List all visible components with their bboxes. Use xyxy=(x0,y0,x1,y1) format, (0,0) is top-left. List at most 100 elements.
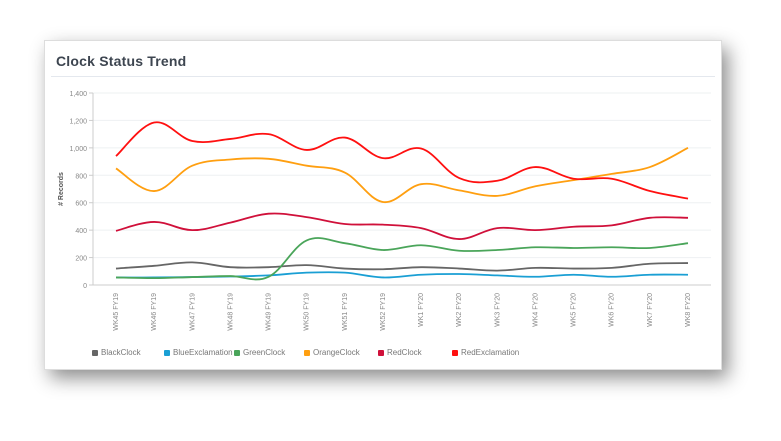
data-point-greenclock xyxy=(190,275,194,279)
data-point-redexclamation xyxy=(495,179,499,183)
data-point-redexclamation xyxy=(381,156,385,160)
data-point-blueexclamation xyxy=(610,275,614,279)
series-line-greenclock xyxy=(115,237,689,281)
data-point-redexclamation xyxy=(610,177,614,181)
data-point-redexclamation xyxy=(457,176,461,180)
data-point-blackclock xyxy=(228,265,232,269)
data-point-redclock xyxy=(381,223,385,227)
data-point-blueexclamation xyxy=(572,273,576,277)
legend-item-blueexclamation[interactable]: BlueExclamation xyxy=(164,348,233,357)
data-point-redclock xyxy=(610,223,614,227)
data-point-blueexclamation xyxy=(343,271,347,275)
legend-label: BlueExclamation xyxy=(173,348,233,357)
x-tick-label: WK50 FY19 xyxy=(304,293,311,331)
x-tick-label: WK52 FY19 xyxy=(380,293,387,331)
x-tick-label: WK1 FY20 xyxy=(418,293,425,327)
data-point-orangeclock xyxy=(305,164,309,168)
data-point-blackclock xyxy=(419,265,423,269)
data-point-redclock xyxy=(457,237,461,241)
data-point-redclock xyxy=(533,228,537,232)
data-point-greenclock xyxy=(648,246,652,250)
series-line-blackclock xyxy=(115,261,689,272)
data-point-redclock xyxy=(190,228,194,232)
x-tick-label: WK51 FY19 xyxy=(342,293,349,331)
data-point-greenclock xyxy=(495,248,499,252)
data-point-greenclock xyxy=(267,275,271,279)
data-point-orangeclock xyxy=(495,194,499,198)
data-point-redexclamation xyxy=(114,154,118,158)
data-point-redexclamation xyxy=(686,197,690,201)
data-point-blackclock xyxy=(610,266,614,270)
legend-swatch xyxy=(378,349,384,356)
data-point-redclock xyxy=(267,212,271,216)
data-point-blackclock xyxy=(457,267,461,271)
data-point-blackclock xyxy=(648,262,652,266)
data-point-greenclock xyxy=(381,248,385,252)
data-point-blueexclamation xyxy=(648,273,652,277)
x-tick-label: WK47 FY19 xyxy=(189,293,196,331)
x-tick-label: WK3 FY20 xyxy=(494,293,501,327)
y-axis-label: # Records xyxy=(58,172,65,206)
data-point-redexclamation xyxy=(267,132,271,136)
data-point-orangeclock xyxy=(686,146,690,150)
data-point-greenclock xyxy=(228,274,232,278)
data-point-blackclock xyxy=(686,261,690,265)
legend-label: RedClock xyxy=(387,348,422,357)
data-point-orangeclock xyxy=(610,172,614,176)
data-point-orangeclock xyxy=(381,200,385,204)
y-tick-label: 200 xyxy=(75,256,87,263)
data-point-orangeclock xyxy=(419,182,423,186)
data-point-orangeclock xyxy=(648,165,652,169)
data-point-blackclock xyxy=(343,267,347,271)
data-point-redexclamation xyxy=(305,148,309,152)
legend-swatch xyxy=(164,349,170,356)
data-point-redclock xyxy=(343,222,347,226)
x-tick-label: WK2 FY20 xyxy=(456,293,463,327)
data-point-orangeclock xyxy=(190,164,194,168)
legend-item-greenclock[interactable]: GreenClock xyxy=(234,348,285,357)
data-point-greenclock xyxy=(305,238,309,242)
legend-item-blackclock[interactable]: BlackClock xyxy=(92,348,141,357)
legend-item-redclock[interactable]: RedClock xyxy=(378,348,422,357)
data-point-redexclamation xyxy=(228,137,232,141)
data-point-blackclock xyxy=(190,260,194,264)
x-tick-label: WK49 FY19 xyxy=(266,293,273,331)
y-tick-label: 1,400 xyxy=(69,91,87,98)
y-tick-label: 1,200 xyxy=(69,118,87,125)
legend-label: GreenClock xyxy=(243,348,286,357)
data-point-redexclamation xyxy=(572,177,576,181)
data-point-greenclock xyxy=(152,276,156,280)
data-point-greenclock xyxy=(533,245,537,249)
legend-item-redexclamation[interactable]: RedExclamation xyxy=(452,348,519,357)
series-line-orangeclock xyxy=(115,147,689,203)
x-tick-label: WK6 FY20 xyxy=(609,293,616,327)
data-point-orangeclock xyxy=(457,188,461,192)
legend-swatch xyxy=(92,349,98,356)
data-point-redexclamation xyxy=(419,147,423,151)
data-point-blueexclamation xyxy=(495,273,499,277)
data-point-redclock xyxy=(228,221,232,225)
series-line-redclock xyxy=(115,212,689,240)
data-point-blueexclamation xyxy=(381,275,385,279)
data-point-blackclock xyxy=(305,263,309,267)
x-tick-label: WK7 FY20 xyxy=(647,293,654,327)
data-point-redclock xyxy=(419,226,423,230)
data-point-greenclock xyxy=(610,245,614,249)
y-tick-label: 1,000 xyxy=(69,146,87,153)
data-point-blueexclamation xyxy=(686,273,690,277)
data-point-redexclamation xyxy=(152,120,156,124)
legend-label: RedExclamation xyxy=(461,348,520,357)
data-point-orangeclock xyxy=(114,166,118,170)
card-title: Clock Status Trend xyxy=(56,53,187,69)
data-point-redclock xyxy=(686,216,690,220)
data-point-greenclock xyxy=(114,275,118,279)
data-point-blackclock xyxy=(572,267,576,271)
data-point-redexclamation xyxy=(533,165,537,169)
data-point-blueexclamation xyxy=(419,273,423,277)
data-point-redexclamation xyxy=(648,189,652,193)
x-tick-label: WK45 FY19 xyxy=(113,293,120,331)
data-point-orangeclock xyxy=(533,184,537,188)
legend-item-orangeclock[interactable]: OrangeClock xyxy=(304,348,360,357)
data-point-blackclock xyxy=(381,267,385,271)
data-point-redexclamation xyxy=(190,139,194,143)
